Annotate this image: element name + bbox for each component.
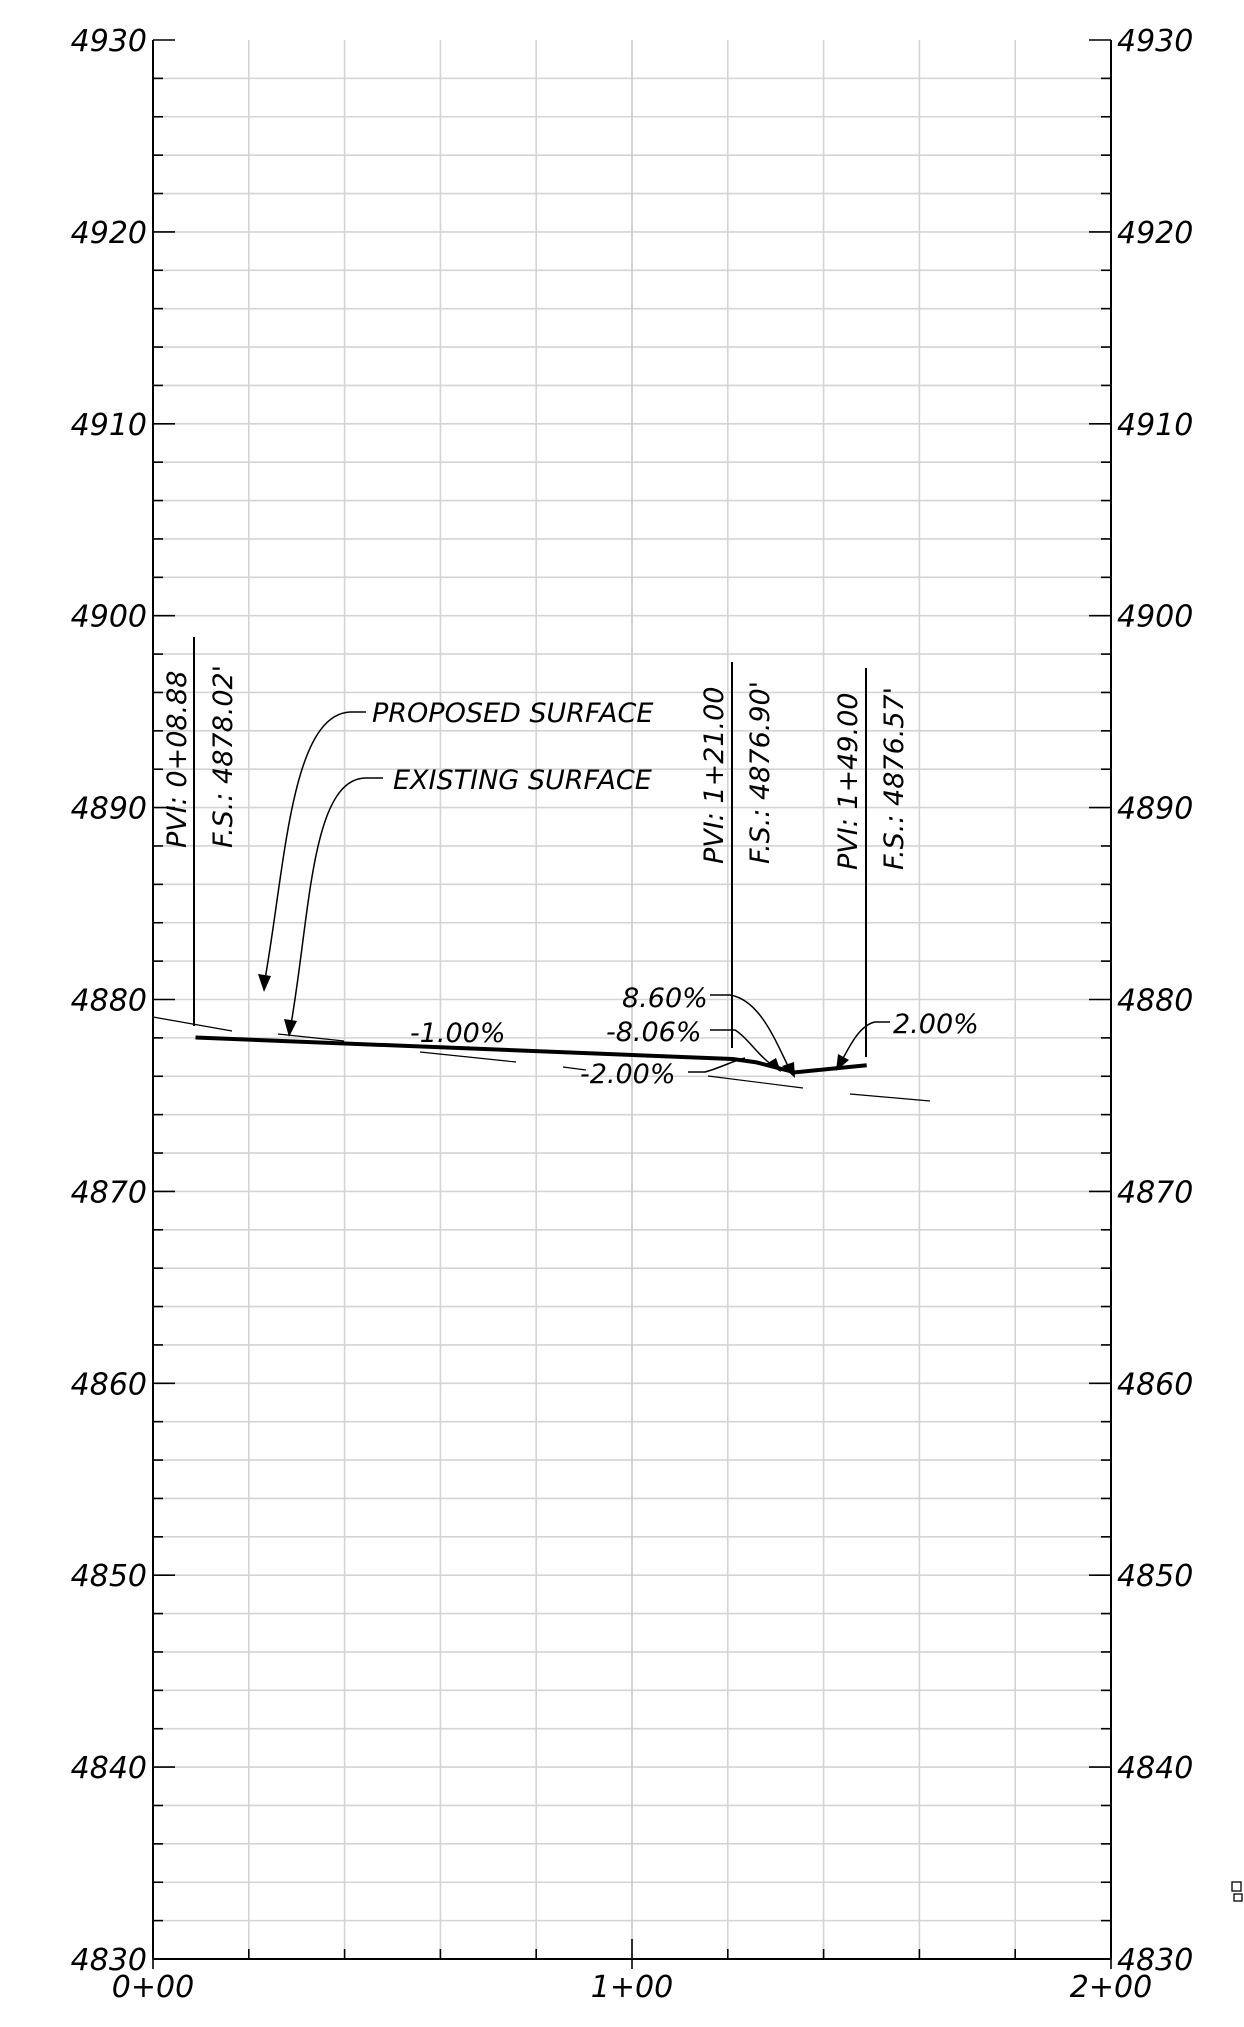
elevation-label-right: 4920 <box>1117 216 1193 251</box>
elevation-label-right: 4860 <box>1117 1367 1193 1402</box>
elevation-label-right: 4900 <box>1117 600 1193 635</box>
grade-label: -2.00% <box>580 1059 676 1090</box>
pvi-station-label: PVI: 1+49.00 <box>833 693 864 871</box>
elevation-label-left: 4910 <box>71 408 147 443</box>
grade-arrow-806 <box>766 1058 781 1072</box>
station-label: 0+00 <box>112 1970 194 2005</box>
pvi-markers <box>193 637 867 1057</box>
elevation-label-right: 4910 <box>1117 408 1193 443</box>
elevation-label-left: 4870 <box>71 1175 147 1210</box>
proposed-surface-line <box>195 1035 867 1075</box>
grade-arrow-200-pos <box>836 1054 849 1071</box>
elevation-label-left: 4840 <box>71 1751 147 1786</box>
station-label: 2+00 <box>1070 1970 1152 2005</box>
existing-surface-leader <box>289 777 383 1031</box>
proposed-surface-label: PROPOSED SURFACE <box>372 698 653 729</box>
elevation-labels: 4930 4930 4920 4920 4910 4910 4900 4900 4890 4890… <box>71 24 1194 1978</box>
existing-ground-segment <box>562 1066 587 1071</box>
grade-label: 8.60% <box>622 983 708 1014</box>
pvi-station-label: PVI: 1+21.00 <box>699 687 730 865</box>
station-labels: 0+00 1+00 2+00 <box>112 1939 1152 2005</box>
elevation-label-right: 4830 <box>1117 1943 1193 1978</box>
grade-leader-200-neg <box>688 1057 746 1073</box>
existing-arrow <box>284 1019 297 1037</box>
elevation-label-right: 4880 <box>1117 984 1193 1019</box>
pvi-elevation-label: F.S.: 4878.02' <box>208 665 239 848</box>
elevation-label-left: 4850 <box>71 1559 147 1594</box>
grade-label: 2.00% <box>893 1009 979 1040</box>
grade-leader-860 <box>710 994 791 1071</box>
elevation-label-right: 4840 <box>1117 1751 1193 1786</box>
elevation-label-left: 4920 <box>71 216 147 251</box>
existing-ground-segment <box>152 1016 233 1032</box>
elevation-label-right: 4890 <box>1117 792 1193 827</box>
elevation-label-left: 4880 <box>71 984 147 1019</box>
leaders <box>263 711 890 1073</box>
arrowheads <box>258 974 849 1078</box>
annotation-text: PROPOSED SURFACE EXISTING SURFACE -1.00%… <box>372 698 979 1090</box>
station-label: 1+00 <box>591 1970 673 2005</box>
pvi-elevation-label: F.S.: 4876.57' <box>879 687 910 870</box>
corner-mark-icon <box>1231 1881 1243 1902</box>
elevation-label-left: 4830 <box>71 1943 147 1978</box>
grade-label: -8.06% <box>606 1017 702 1048</box>
elevation-label-right: 4850 <box>1117 1559 1193 1594</box>
elevation-label-left: 4930 <box>71 24 147 59</box>
elevation-label-right: 4930 <box>1117 24 1193 59</box>
elevation-label-left: 4890 <box>71 792 147 827</box>
existing-ground-segment <box>419 1051 517 1063</box>
elevation-label-left: 4860 <box>71 1367 147 1402</box>
existing-ground-segment <box>849 1093 931 1102</box>
pvi-elevation-label: F.S.: 4876.90' <box>745 681 776 864</box>
existing-surface-label: EXISTING SURFACE <box>393 765 652 796</box>
existing-ground <box>152 1016 931 1102</box>
pvi-station-label: PVI: 0+08.88 <box>162 671 193 849</box>
elevation-label-right: 4870 <box>1117 1175 1193 1210</box>
proposed-surface-leader <box>263 711 366 986</box>
grade-arrow-860 <box>782 1062 795 1078</box>
pvi-labels: PVI: 0+08.88 F.S.: 4878.02' PVI: 1+21.00… <box>162 665 910 870</box>
existing-ground-segment <box>707 1075 804 1089</box>
proposed-arrow <box>258 974 271 992</box>
elevation-label-left: 4900 <box>71 600 147 635</box>
grade-label: -1.00% <box>410 1018 506 1049</box>
